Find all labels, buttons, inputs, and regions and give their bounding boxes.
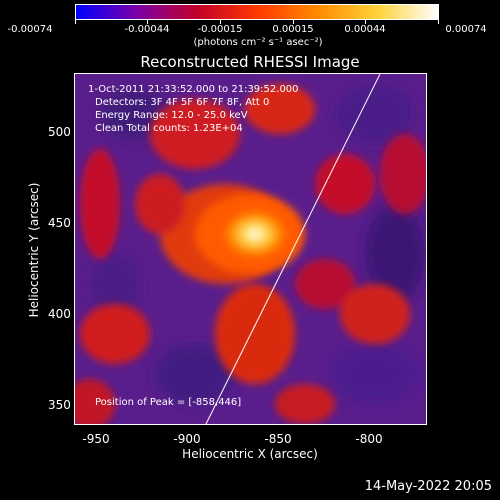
colorbar-tickmark xyxy=(147,20,148,24)
colorbar-tickmark xyxy=(438,20,439,24)
colorbar-tick-label: -0.00015 xyxy=(197,24,243,35)
rhessi-image xyxy=(75,74,426,424)
plot-title: Reconstructed RHESSI Image xyxy=(140,53,360,71)
colorbar xyxy=(75,4,439,20)
x-tick-label: -800 xyxy=(355,432,383,446)
colorbar-tickmark xyxy=(293,20,294,24)
clean-counts-label: Clean Total counts: 1.23E+04 xyxy=(95,123,243,134)
colorbar-tickmark xyxy=(220,20,221,24)
image-frame xyxy=(74,73,427,425)
flare-source xyxy=(195,194,305,274)
y-axis-label: Heliocentric Y (arcsec) xyxy=(27,182,41,318)
solar-limb-line xyxy=(205,74,381,424)
y-tick-label: 350 xyxy=(48,398,71,412)
x-tick-label: -950 xyxy=(82,432,110,446)
y-tick-label: 450 xyxy=(48,216,71,230)
time-range-label: 1-Oct-2011 21:33:52.000 to 21:39:52.000 xyxy=(88,84,299,95)
colorbar-tick-label: -0.00074 xyxy=(7,24,53,35)
timestamp: 14-May-2022 20:05 xyxy=(364,479,492,494)
peak-position-label: Position of Peak = [-858,446] xyxy=(95,397,242,408)
x-tick-label: -900 xyxy=(173,432,201,446)
purple-mottling xyxy=(90,84,425,404)
x-axis-label: Heliocentric X (arcsec) xyxy=(182,447,318,461)
colorbar-tick-label: 0.00044 xyxy=(344,24,386,35)
y-tick-label: 400 xyxy=(48,307,71,321)
colorbar-tick-label: -0.00044 xyxy=(124,24,170,35)
colorbar-tickmark xyxy=(75,20,76,24)
colorbar-tickmark xyxy=(365,20,366,24)
colorbar-units: (photons cm⁻² s⁻¹ asec⁻²) xyxy=(193,37,323,48)
detectors-label: Detectors: 3F 4F 5F 6F 7F 8F, Att 0 xyxy=(95,97,270,108)
x-tick-label: -850 xyxy=(264,432,292,446)
y-tick-label: 500 xyxy=(48,125,71,139)
colorbar-tick-label: 0.00015 xyxy=(272,24,314,35)
energy-range-label: Energy Range: 12.0 - 25.0 keV xyxy=(95,110,248,121)
colorbar-tick-label: 0.00074 xyxy=(445,24,487,35)
